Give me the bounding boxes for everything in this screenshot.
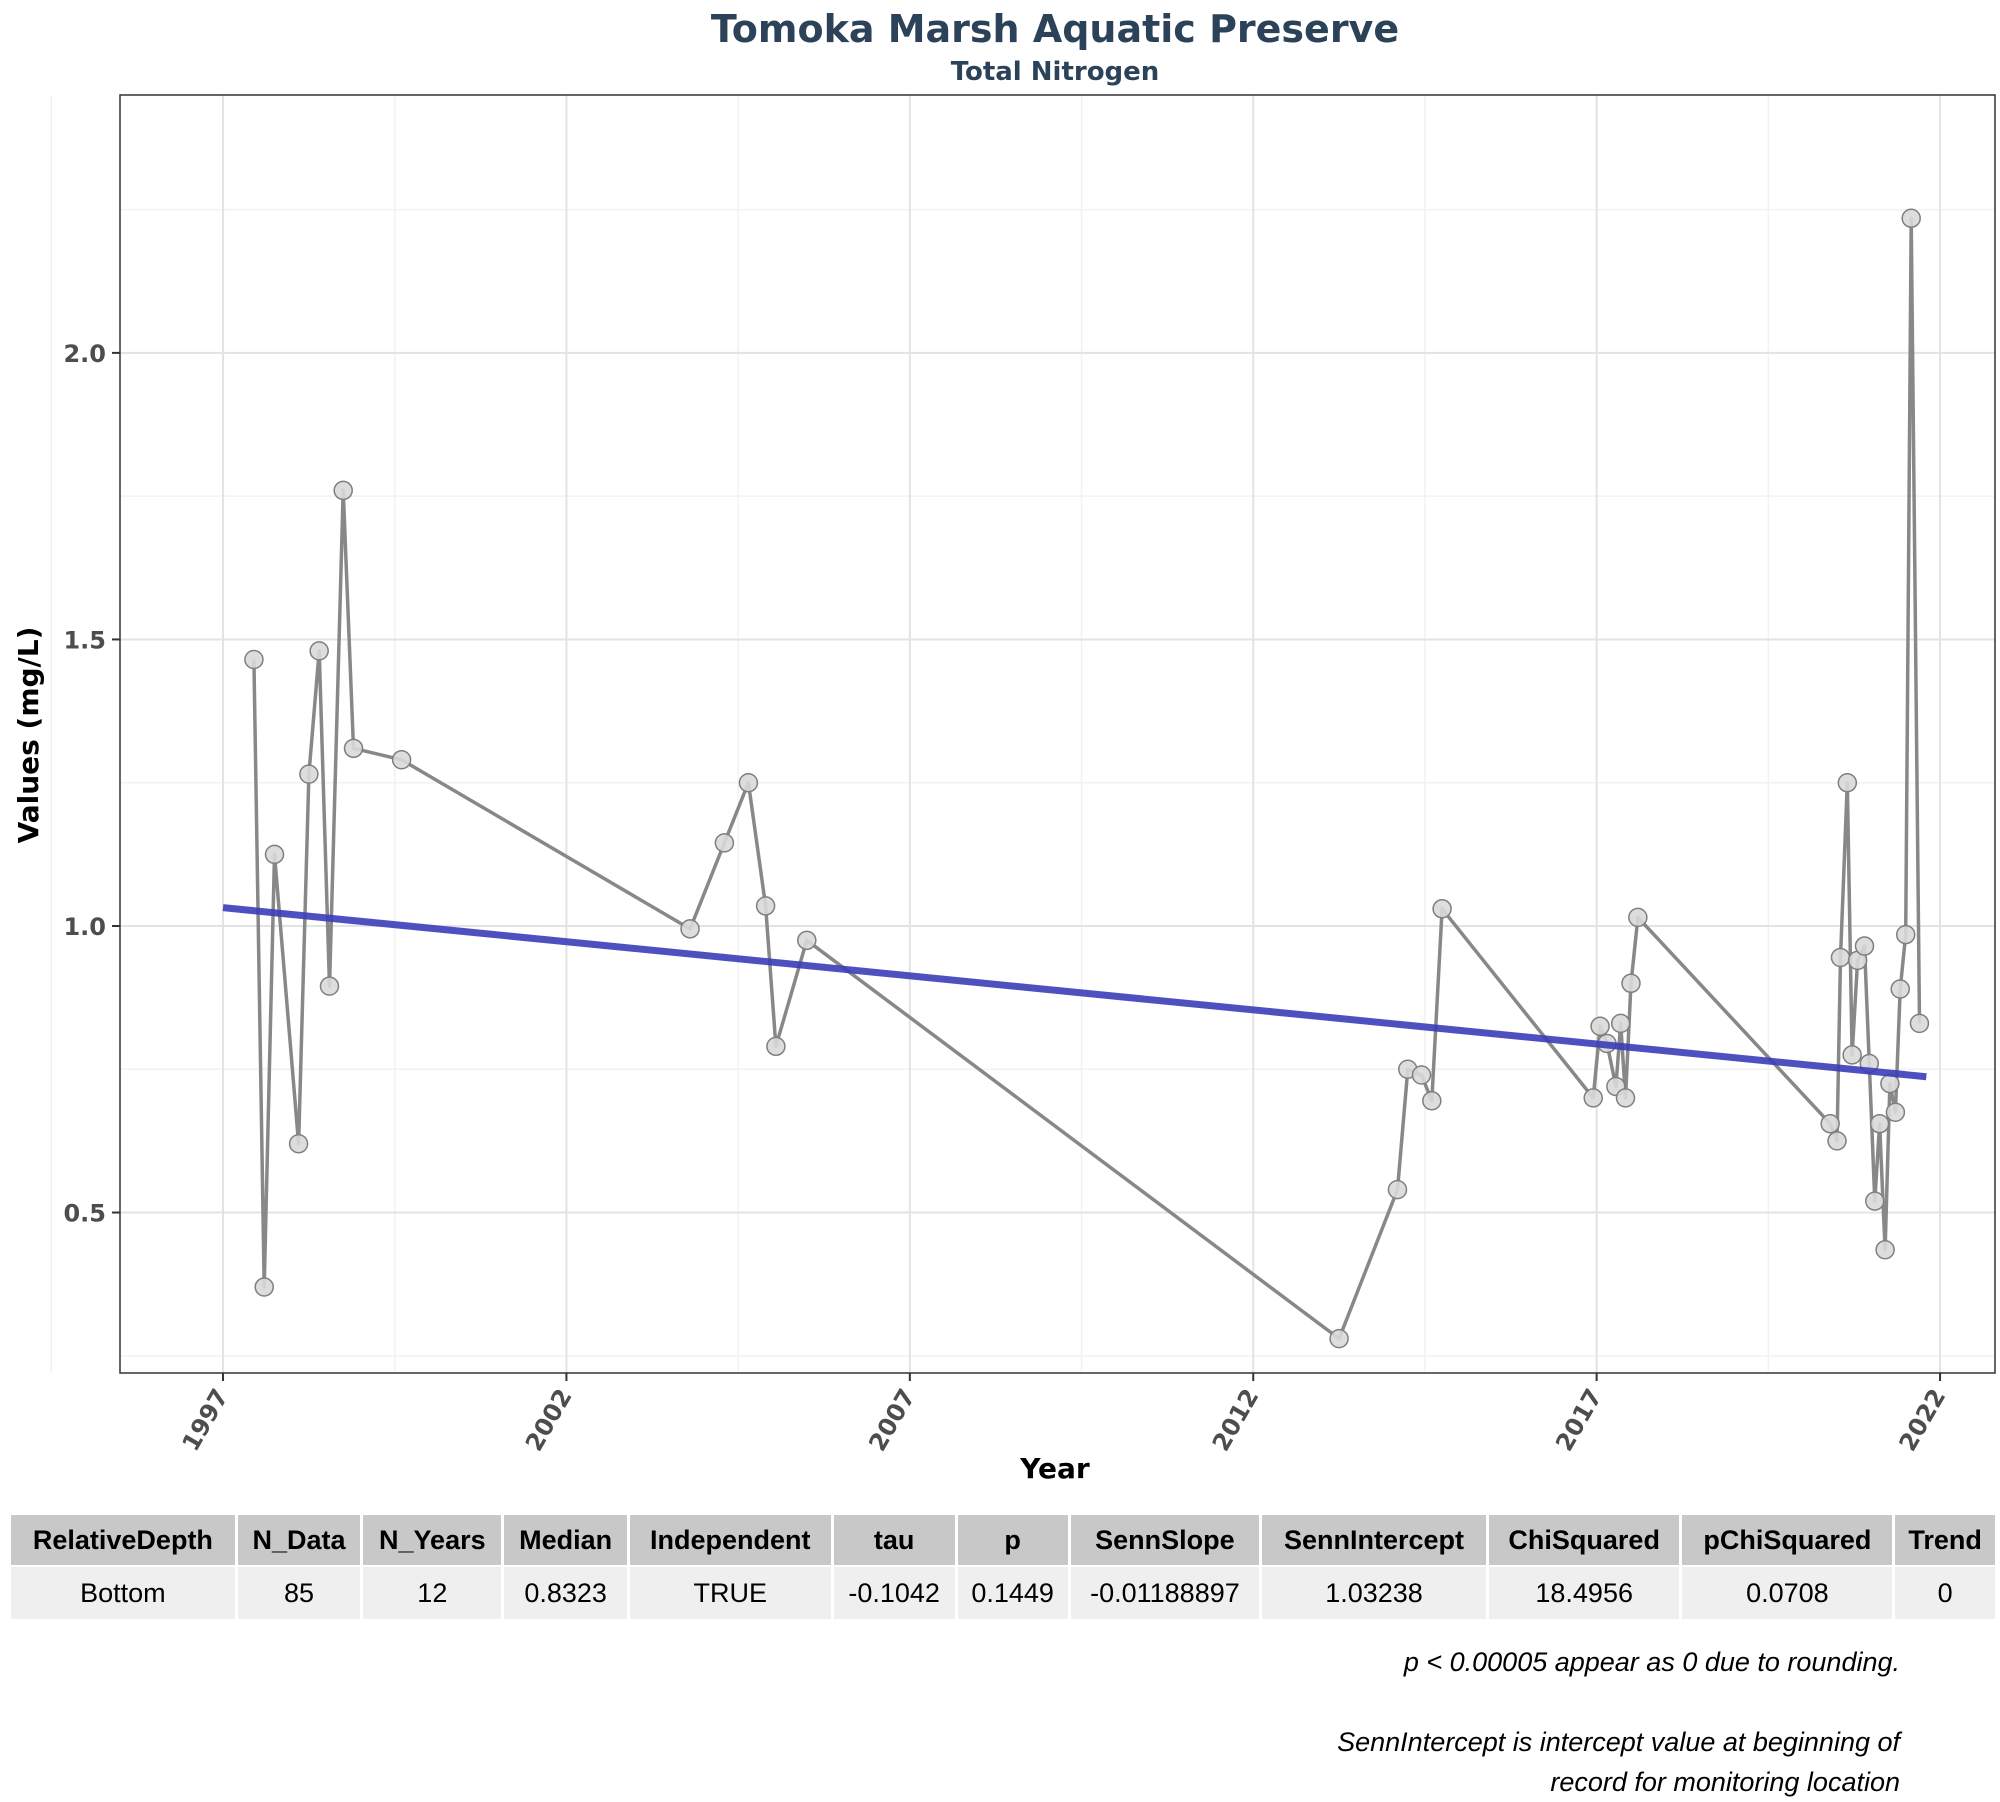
x-axis-ticks: 1997 2002 2007 2012 2017 2022 bbox=[177, 1373, 1952, 1456]
data-point bbox=[1895, 924, 1916, 945]
data-point bbox=[299, 764, 319, 784]
data-point bbox=[1820, 1113, 1840, 1134]
data-point bbox=[1885, 1102, 1906, 1122]
data-point bbox=[1875, 1240, 1895, 1260]
stats-cell: -0.1042 bbox=[833, 1565, 955, 1619]
intercept-note-line1: SennIntercept is intercept value at begi… bbox=[1337, 1727, 1900, 1757]
data-point bbox=[1590, 1016, 1610, 1037]
series-line bbox=[252, 216, 1922, 1341]
stats-header-cell: SennSlope bbox=[1070, 1515, 1260, 1565]
data-point bbox=[1621, 973, 1641, 994]
stats-cell: Bottom bbox=[11, 1565, 235, 1619]
data-point bbox=[738, 772, 759, 793]
stats-header-cell: Median bbox=[504, 1515, 627, 1565]
data-point bbox=[714, 833, 735, 853]
stats-cell: 0.8323 bbox=[504, 1565, 627, 1619]
data-point bbox=[766, 1036, 786, 1057]
stats-cell: 12 bbox=[363, 1565, 502, 1619]
x-tick-label: 2017 bbox=[1550, 1384, 1608, 1456]
stats-header-cell: p bbox=[957, 1515, 1068, 1565]
stats-cell: 18.4956 bbox=[1488, 1565, 1680, 1619]
data-point bbox=[1830, 947, 1851, 968]
stats-cell: 0.0708 bbox=[1682, 1565, 1893, 1619]
stats-header-cell: N_Data bbox=[237, 1515, 361, 1565]
stats-header-cell: Trend bbox=[1895, 1515, 1995, 1565]
data-point bbox=[254, 1277, 274, 1297]
data-point bbox=[333, 480, 353, 501]
data-point bbox=[1901, 208, 1921, 228]
stats-header-row: RelativeDepth N_Data N_Years Median Independ… bbox=[11, 1515, 1995, 1565]
data-point bbox=[1837, 772, 1858, 793]
data-point bbox=[1422, 1091, 1442, 1111]
data-point bbox=[309, 641, 329, 661]
chart-title: Tomoka Marsh Aquatic Preserve bbox=[711, 7, 1399, 51]
x-tick-label: 2012 bbox=[1207, 1384, 1265, 1456]
stats-cell: 0 bbox=[1895, 1565, 1995, 1619]
data-point bbox=[1854, 936, 1875, 956]
data-point bbox=[1610, 1013, 1631, 1034]
data-point bbox=[1865, 1191, 1885, 1211]
y-axis-title: Values (mg/L) bbox=[12, 627, 45, 844]
data-point bbox=[1827, 1131, 1847, 1151]
chart-subtitle: Total Nitrogen bbox=[951, 57, 1160, 87]
stats-cell: -0.01188897 bbox=[1070, 1565, 1260, 1619]
stats-cell: 0.1449 bbox=[957, 1565, 1068, 1619]
data-point bbox=[391, 750, 412, 770]
grid-lines bbox=[50, 95, 1995, 1373]
data-point bbox=[1890, 979, 1910, 999]
plot-frame bbox=[119, 94, 1996, 1374]
data-point bbox=[755, 896, 776, 916]
data-point bbox=[1842, 1045, 1862, 1065]
stats-header-cell: RelativeDepth bbox=[11, 1515, 235, 1565]
chart: Tomoka Marsh Aquatic Preserve Total Nitr… bbox=[12, 7, 1996, 1485]
stats-header-cell: tau bbox=[833, 1515, 955, 1565]
stats-header-cell: N_Years bbox=[363, 1515, 502, 1565]
trend-line bbox=[222, 904, 1927, 1081]
stats-table: RelativeDepth N_Data N_Years Median Independ… bbox=[8, 1515, 1998, 1619]
stats-header-cell: pChiSquared bbox=[1682, 1515, 1893, 1565]
stats-header-cell: SennIntercept bbox=[1262, 1515, 1486, 1565]
data-point bbox=[1411, 1065, 1432, 1085]
data-point bbox=[244, 649, 264, 670]
data-point bbox=[1869, 1113, 1890, 1134]
x-tick-label: 2022 bbox=[1894, 1384, 1952, 1456]
y-tick-label: 2.0 bbox=[63, 340, 106, 368]
y-tick-label: 0.5 bbox=[63, 1200, 106, 1228]
y-axis-ticks: 0.5 1.0 1.5 2.0 bbox=[63, 340, 120, 1228]
data-point bbox=[1387, 1179, 1408, 1200]
stats-header-cell: ChiSquared bbox=[1488, 1515, 1680, 1565]
data-point bbox=[797, 930, 817, 951]
stats-cell: 85 bbox=[237, 1565, 361, 1619]
data-point bbox=[264, 844, 285, 865]
data-point bbox=[680, 919, 700, 939]
data-point bbox=[288, 1134, 309, 1154]
stats-cell: TRUE bbox=[629, 1565, 831, 1619]
rounding-note: p < 0.00005 appear as 0 due to rounding. bbox=[1403, 1647, 1900, 1677]
data-point bbox=[1909, 1013, 1930, 1034]
data-point bbox=[1615, 1088, 1636, 1108]
y-tick-label: 1.0 bbox=[63, 913, 106, 941]
stats-cell: 1.03238 bbox=[1262, 1565, 1486, 1619]
x-axis-title: Year bbox=[1019, 1452, 1090, 1485]
intercept-note-line2: record for monitoring location bbox=[1550, 1767, 1900, 1797]
y-tick-label: 1.5 bbox=[63, 626, 106, 654]
series-group bbox=[222, 208, 1930, 1349]
data-point bbox=[1880, 1073, 1900, 1094]
data-point bbox=[319, 976, 340, 996]
data-point bbox=[1628, 907, 1648, 928]
data-point bbox=[343, 738, 364, 759]
data-point bbox=[1583, 1088, 1603, 1108]
data-point bbox=[1432, 899, 1452, 919]
x-tick-label: 2002 bbox=[520, 1384, 578, 1456]
stats-header-cell: Independent bbox=[629, 1515, 831, 1565]
x-tick-label: 1997 bbox=[177, 1384, 235, 1456]
data-point bbox=[1329, 1328, 1349, 1349]
stats-data-row: Bottom 85 12 0.8323 TRUE -0.1042 0.1449 -0.0118… bbox=[11, 1565, 1995, 1619]
x-tick-label: 2007 bbox=[863, 1384, 921, 1456]
